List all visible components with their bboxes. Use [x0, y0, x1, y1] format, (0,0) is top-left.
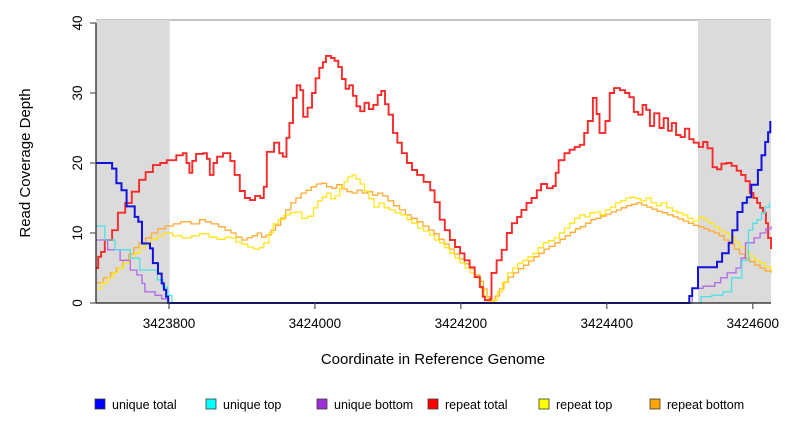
series-repeat-bottom-line [96, 182, 772, 302]
x-tick-label: 3424600 [726, 316, 779, 331]
legend: unique total unique top unique bottom repea… [94, 398, 744, 412]
legend-label-unique-top: unique top [223, 398, 281, 412]
shaded-region-1 [698, 20, 771, 303]
legend-swatch-repeat-total [427, 398, 439, 410]
x-tick-label: 3424400 [581, 316, 634, 331]
x-axis-title: Coordinate in Reference Genome [321, 351, 545, 368]
legend-swatch-unique-top [205, 398, 217, 410]
series-unique-top-line [96, 202, 771, 304]
series-repeat-total-line [96, 54, 772, 302]
y-tick-label: 10 [70, 225, 85, 240]
legend-label-unique-bottom: unique bottom [334, 398, 413, 412]
series-unique-bottom-line [96, 226, 772, 304]
y-tick-label: 20 [70, 155, 85, 170]
series-repeat-top-line [96, 174, 772, 303]
legend-swatch-repeat-top [538, 398, 550, 410]
x-tick-label: 3424200 [435, 316, 488, 331]
shaded-region-0 [96, 20, 170, 303]
legend-swatch-unique-total [94, 398, 106, 410]
y-tick-label: 30 [70, 85, 85, 100]
x-tick-label: 3424000 [289, 316, 342, 331]
legend-label-unique-total: unique total [112, 398, 177, 412]
legend-label-repeat-total: repeat total [445, 398, 508, 412]
legend-swatch-unique-bottom [316, 398, 328, 410]
y-tick-label: 40 [70, 15, 85, 30]
plot-static-layer [96, 19, 771, 303]
y-tick-label: 0 [70, 299, 85, 307]
legend-label-repeat-top: repeat top [556, 398, 612, 412]
y-axis-title: Read Coverage Depth [17, 88, 34, 237]
plot-series-layer [96, 54, 772, 304]
plot-axes-layer: 3423800 3424000 3424200 3424400 3424600 0 10 20… [70, 15, 779, 331]
x-tick-label: 3423800 [143, 316, 196, 331]
legend-swatch-repeat-bottom [649, 398, 661, 410]
legend-label-repeat-bottom: repeat bottom [667, 398, 744, 412]
series-unique-total-line [96, 121, 772, 304]
